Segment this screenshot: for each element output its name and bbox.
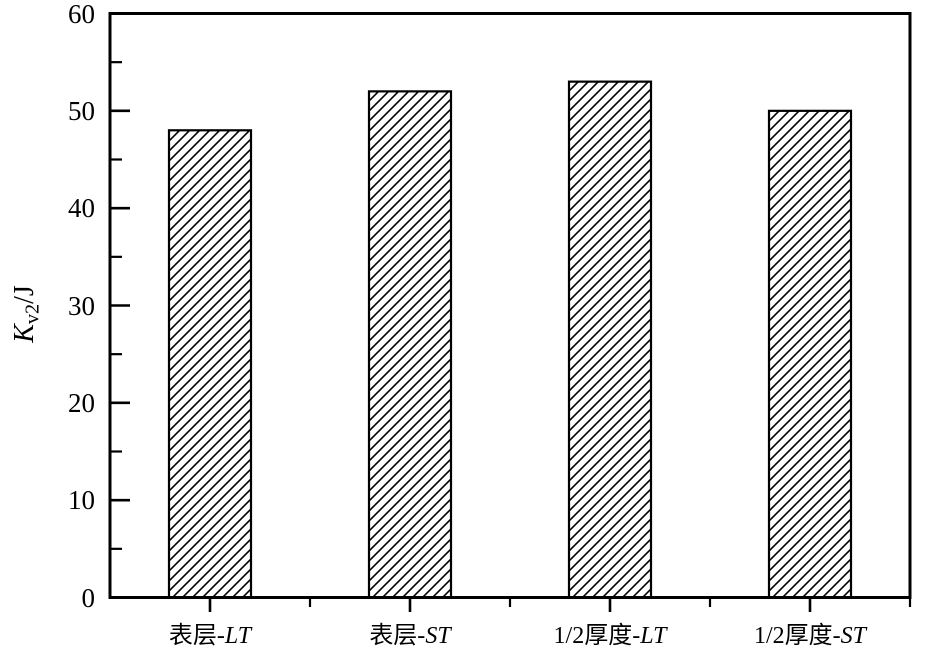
x-category-prefix: 表层- <box>369 623 426 649</box>
x-category-prefix: 表层- <box>168 623 225 649</box>
bar <box>167 129 253 599</box>
x-category-label: 1/2厚度-LT <box>460 621 760 652</box>
x-category-suffix: LT <box>640 623 667 649</box>
bar <box>767 109 853 599</box>
y-tick-label: 40 <box>68 193 95 224</box>
y-tick-label: 60 <box>68 0 95 29</box>
bar <box>367 90 453 599</box>
x-category-suffix: ST <box>840 623 867 649</box>
x-category-prefix: 1/2厚度- <box>753 623 841 649</box>
x-category-prefix: 1/2厚度- <box>553 623 641 649</box>
y-tick-label: 20 <box>68 387 95 418</box>
bar <box>567 80 653 599</box>
y-tick-label: 10 <box>68 485 95 516</box>
x-category-suffix: ST <box>425 623 451 649</box>
y-tick-label: 0 <box>81 582 96 613</box>
x-category-label: 表层-LT <box>60 621 360 652</box>
x-category-label: 1/2厚度-ST <box>660 621 945 652</box>
x-category-suffix: LT <box>224 623 252 649</box>
y-tick-label: 30 <box>68 290 95 321</box>
x-category-label: 表层-ST <box>260 621 560 652</box>
y-tick-label: 50 <box>68 95 95 126</box>
y-axis-title-symbol: K <box>9 324 40 343</box>
